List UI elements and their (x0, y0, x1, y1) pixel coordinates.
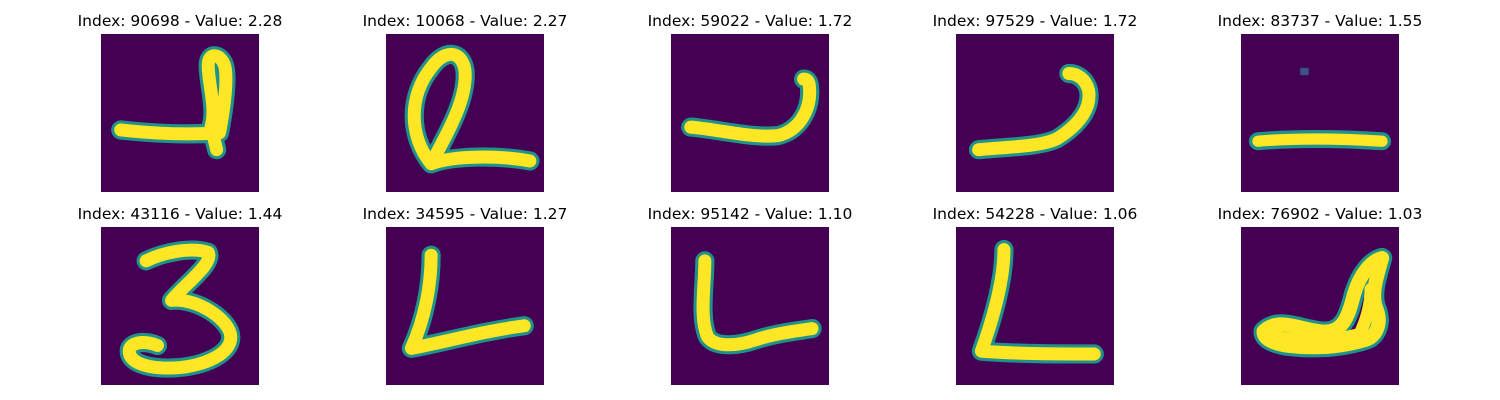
panel-title: Index: 83737 - Value: 1.55 (1217, 12, 1423, 30)
digit-panel: Index: 76902 - Value: 1.03 (1200, 205, 1440, 223)
panel-title: Index: 97529 - Value: 1.72 (932, 12, 1138, 30)
digit-image (386, 227, 544, 385)
digit-panel: Index: 34595 - Value: 1.27 (345, 205, 585, 223)
panel-title: Index: 95142 - Value: 1.10 (647, 205, 853, 223)
digit-image (1241, 34, 1399, 192)
digit-panel: Index: 95142 - Value: 1.10 (630, 205, 870, 223)
panel-title: Index: 59022 - Value: 1.72 (647, 12, 853, 30)
digit-panel: Index: 90698 - Value: 2.28 (60, 12, 300, 30)
digit-panel: Index: 59022 - Value: 1.72 (630, 12, 870, 30)
digit-image (671, 34, 829, 192)
digit-image (956, 34, 1114, 192)
digit-image (101, 34, 259, 192)
digit-panel: Index: 10068 - Value: 2.27 (345, 12, 585, 30)
panel-title: Index: 54228 - Value: 1.06 (932, 205, 1138, 223)
digit-image (1241, 227, 1399, 385)
digit-image (956, 227, 1114, 385)
digit-image (386, 34, 544, 192)
panel-title: Index: 90698 - Value: 2.28 (77, 12, 283, 30)
digit-panel: Index: 83737 - Value: 1.55 (1200, 12, 1440, 30)
digit-panel: Index: 43116 - Value: 1.44 (60, 205, 300, 223)
digit-panel: Index: 97529 - Value: 1.72 (915, 12, 1155, 30)
panel-title: Index: 76902 - Value: 1.03 (1217, 205, 1423, 223)
panel-title: Index: 10068 - Value: 2.27 (362, 12, 568, 30)
digit-panel: Index: 54228 - Value: 1.06 (915, 205, 1155, 223)
digit-image (101, 227, 259, 385)
panel-title: Index: 34595 - Value: 1.27 (362, 205, 568, 223)
panel-title: Index: 43116 - Value: 1.44 (77, 205, 283, 223)
digit-image (671, 227, 829, 385)
